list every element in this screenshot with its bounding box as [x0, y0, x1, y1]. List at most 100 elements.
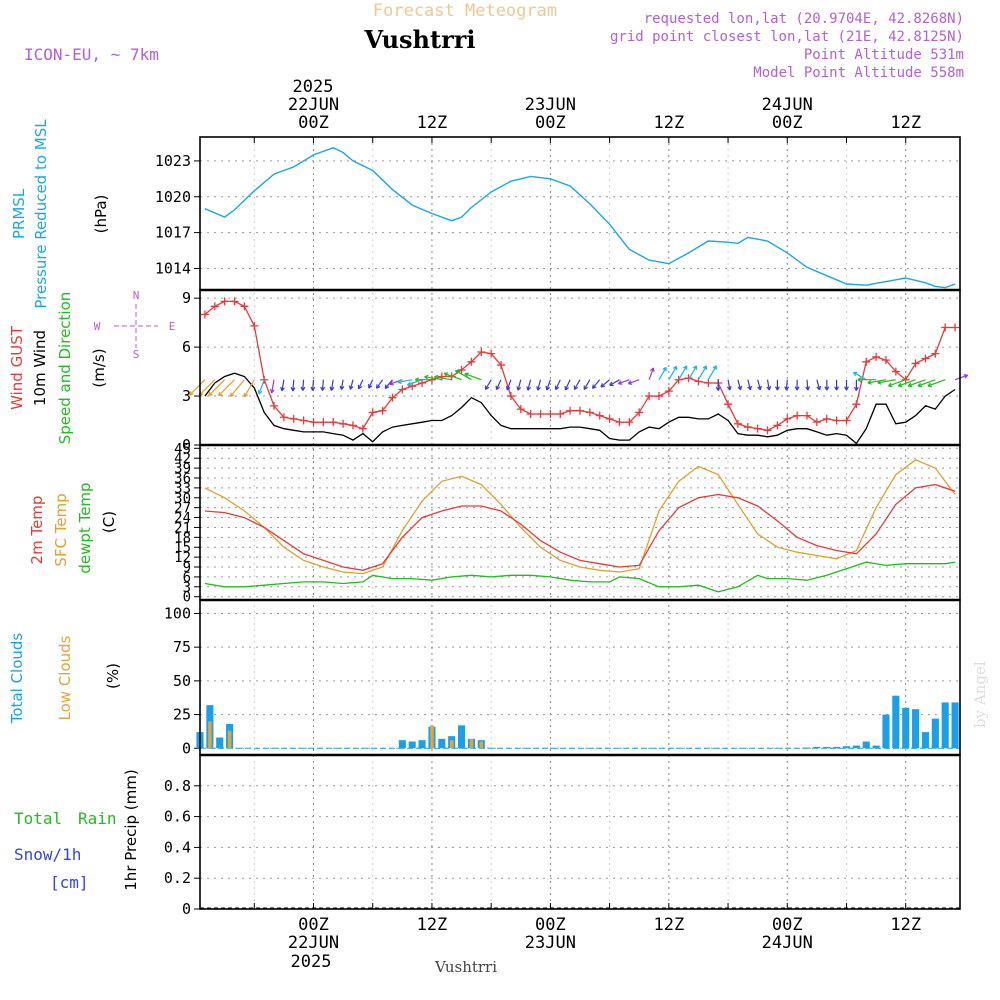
y-tick-label: 27 — [174, 501, 191, 517]
wind-10m-line — [204, 372, 956, 445]
gust-marker — [487, 349, 496, 358]
wind-arrow — [208, 379, 226, 397]
total-cloud-bar — [951, 702, 959, 749]
rain-label-rain: Rain — [78, 809, 117, 828]
wind-arrow — [857, 377, 877, 383]
gust-marker — [556, 410, 565, 418]
gust-label: Wind GUST — [8, 325, 26, 410]
gust-marker — [309, 418, 318, 427]
gust-marker — [368, 408, 377, 417]
location-title: Vushtrri — [364, 25, 476, 54]
wind-arrow — [564, 379, 571, 391]
gridpoint-coords: grid point closest lon,lat (21E, 42.8125… — [610, 29, 964, 45]
total-cloud-bar — [803, 747, 811, 749]
wind-compass: W E N S — [94, 289, 176, 361]
top-time-label: 12Z — [417, 113, 448, 133]
wind-arrow — [329, 379, 335, 391]
sfc-temp-line — [204, 459, 956, 575]
wind-arrow — [495, 379, 502, 391]
top-time-label: 12Z — [890, 113, 921, 133]
gust-marker — [230, 297, 239, 306]
wind-arrow — [280, 379, 285, 392]
wind-arrow — [310, 379, 316, 391]
total-cloud-bar — [833, 746, 841, 749]
wind-unit: (m/s) — [90, 348, 108, 387]
total-cloud-bar — [418, 740, 426, 749]
wind-arrow — [678, 365, 688, 381]
wind-arrow — [188, 379, 206, 396]
total-cloud-bar — [882, 714, 890, 749]
gust-marker — [891, 367, 900, 376]
wind-arrow — [257, 379, 265, 395]
wind-arrow — [805, 379, 811, 391]
pressure-label-2: Pressure Reduced to MSL — [32, 119, 50, 309]
bottom-date-label: 22JUN — [288, 933, 339, 953]
wind-arrow — [573, 379, 581, 391]
gust-marker — [773, 421, 782, 430]
2m-temp-line — [204, 483, 956, 571]
wind-arrow — [887, 379, 906, 388]
wind-arrow — [853, 379, 859, 391]
top-time-label: 00Z — [772, 113, 803, 133]
y-tick-label: 1020 — [155, 188, 191, 206]
y-tick-label: 6 — [182, 338, 191, 356]
precip-unit: 1hr Precip (mm) — [122, 769, 140, 890]
total-cloud-bar — [902, 707, 910, 749]
wind-arrow — [545, 379, 551, 391]
bottom-year: 2025 — [291, 952, 332, 972]
bottom-time-label: 12Z — [653, 915, 684, 935]
low-cloud-bar — [469, 738, 474, 749]
total-cloud-bar — [892, 695, 900, 749]
wind-arrow — [243, 379, 255, 398]
gust-marker — [546, 410, 555, 418]
y-tick-label: 6 — [183, 570, 191, 586]
wind-arrow — [464, 372, 482, 381]
total-cloud-bar — [458, 725, 466, 749]
temp-sfc-label: SFC Temp — [52, 493, 70, 566]
gust-marker — [339, 419, 348, 428]
watermark: by Angel — [971, 661, 989, 728]
y-tick-label: 33 — [174, 481, 191, 497]
wind-arrow — [583, 379, 591, 391]
wind-arrow — [348, 379, 354, 390]
wind-arrow — [407, 379, 423, 387]
wind-arrow — [368, 379, 374, 389]
gust-marker — [931, 349, 940, 358]
y-tick-label: 39 — [174, 461, 191, 477]
y-tick-label: 30 — [174, 491, 191, 507]
top-date-label: 22JUN — [288, 95, 339, 115]
requested-coords: requested lon,lat (20.9704E, 42.8268N) — [644, 11, 964, 27]
low-cloud-bar — [208, 721, 212, 749]
gust-marker — [585, 408, 594, 417]
gust-marker — [822, 414, 831, 423]
wind-arrow — [536, 379, 542, 391]
y-tick-label: 12 — [174, 550, 191, 566]
gust-marker — [467, 357, 476, 366]
gust-marker — [615, 418, 624, 427]
clouds-unit: (%) — [104, 663, 122, 689]
y-tick-label: 3 — [182, 387, 191, 405]
bottom-time-label: 00Z — [772, 915, 803, 935]
top-year: 2025 — [293, 77, 334, 97]
wind-arrow — [757, 379, 762, 391]
gust-marker — [348, 421, 357, 430]
wind-arrow — [506, 379, 512, 391]
wind-arrow — [907, 379, 926, 388]
gust-marker — [289, 414, 298, 423]
wind-dir-label: Speed and Direction — [56, 292, 74, 445]
wind-arrow — [357, 379, 364, 390]
gust-marker — [684, 374, 693, 383]
total-cloud-bar — [912, 709, 920, 749]
y-tick-label: 0 — [182, 900, 191, 918]
y-tick-label: 0 — [183, 590, 191, 606]
gust-marker — [733, 419, 742, 428]
gust-marker — [911, 359, 920, 368]
wind-arrow — [816, 379, 822, 391]
gust-marker — [250, 321, 259, 330]
snow-label: Snow/1h — [14, 845, 81, 864]
gust-marker — [654, 392, 663, 401]
gust-marker — [477, 348, 486, 356]
wind-arrow — [484, 379, 492, 391]
temp-unit: (C) — [100, 511, 118, 533]
